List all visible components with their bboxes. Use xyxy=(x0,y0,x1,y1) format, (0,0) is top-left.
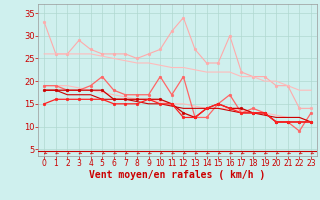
X-axis label: Vent moyen/en rafales ( km/h ): Vent moyen/en rafales ( km/h ) xyxy=(90,170,266,180)
